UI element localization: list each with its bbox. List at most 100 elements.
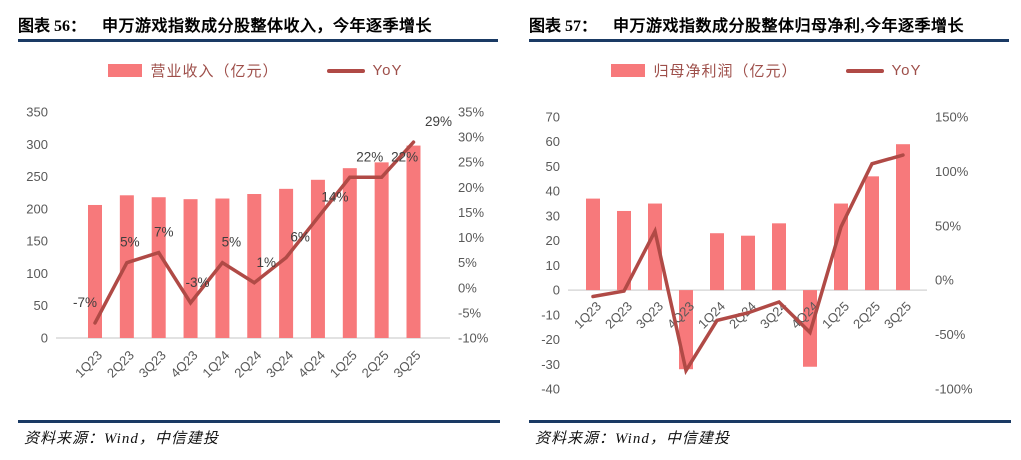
bar xyxy=(151,197,166,338)
figure-56-header: 图表 56： 申万游戏指数成分股整体收入，今年逐季增长 xyxy=(18,12,500,36)
svg-text:20%: 20% xyxy=(458,180,484,195)
svg-text:10: 10 xyxy=(546,258,560,273)
svg-text:-10: -10 xyxy=(541,307,560,322)
svg-text:0: 0 xyxy=(41,331,48,346)
svg-text:-30: -30 xyxy=(541,357,560,372)
legend-line-swatch-icon xyxy=(845,68,884,73)
legend-item-line: YoY xyxy=(326,62,403,79)
x-axis-labels: 1Q232Q233Q234Q231Q242Q243Q244Q241Q252Q25… xyxy=(72,348,424,381)
svg-text:60: 60 xyxy=(546,134,560,149)
x-tick-label: 1Q23 xyxy=(571,299,604,332)
bar xyxy=(279,188,294,338)
data-labels: -7% 5% 7% -3% 5% 1% 6% 14% 22% 22% 29% xyxy=(73,114,452,310)
bars xyxy=(586,144,910,370)
svg-text:100%: 100% xyxy=(935,164,969,179)
bar xyxy=(406,145,421,338)
svg-text:150%: 150% xyxy=(935,110,969,125)
source-note: 资料来源：Wind，中信建投 xyxy=(535,431,730,447)
figure-title: 申万游戏指数成分股整体归母净利,今年逐季增长 xyxy=(613,18,965,35)
yoy-line xyxy=(591,153,905,376)
yoy-data-label: -7% xyxy=(73,295,97,310)
net-profit-bar-line-chart: -40 -30 -20 -10 0 10 20 30 40 50 60 70 -100% -50% 0% 50… xyxy=(541,110,973,397)
y-axis-left: 0 50 100 150 200 250 300 350 xyxy=(26,105,48,346)
svg-text:30%: 30% xyxy=(458,130,484,145)
x-tick-label: 1Q25 xyxy=(819,299,852,332)
svg-text:15%: 15% xyxy=(458,205,484,220)
x-tick-label: 3Q25 xyxy=(881,299,914,332)
figure-label: 图表 56： xyxy=(18,18,87,35)
svg-text:-5%: -5% xyxy=(458,305,482,320)
x-tick-label: 3Q23 xyxy=(633,299,666,332)
svg-text:35%: 35% xyxy=(458,105,484,120)
svg-text:100: 100 xyxy=(26,266,48,281)
yoy-data-label: 22% xyxy=(391,149,418,164)
svg-text:50: 50 xyxy=(34,298,48,313)
bar xyxy=(865,176,879,291)
figure-label: 图表 57： xyxy=(529,18,598,35)
yoy-data-label: 7% xyxy=(154,225,174,240)
svg-text:-20: -20 xyxy=(541,332,560,347)
yoy-data-label: 22% xyxy=(356,149,383,164)
footer-divider xyxy=(18,420,500,423)
bars xyxy=(88,145,421,338)
yoy-data-label: 14% xyxy=(321,189,348,204)
legend-bar-label: 归母净利润（亿元） xyxy=(653,63,798,80)
svg-text:200: 200 xyxy=(26,201,48,216)
bar xyxy=(834,203,848,291)
svg-text:150: 150 xyxy=(26,234,48,249)
x-tick-label: 3Q24 xyxy=(263,348,296,381)
svg-text:-100%: -100% xyxy=(935,382,973,397)
legend-line-label: YoY xyxy=(891,62,922,79)
svg-text:50: 50 xyxy=(546,159,560,174)
x-tick-label: 2Q25 xyxy=(359,348,392,381)
yoy-data-label: 1% xyxy=(256,255,276,270)
legend-bar-swatch-icon xyxy=(107,64,142,77)
x-tick-label: 1Q25 xyxy=(327,348,360,381)
legend-bar-label: 营业收入（亿元） xyxy=(150,63,279,80)
x-tick-label: 4Q24 xyxy=(295,348,328,381)
legend-item-bar: 归母净利润（亿元） xyxy=(610,60,798,81)
x-tick-label: 2Q23 xyxy=(104,348,137,381)
x-tick-label: 2Q23 xyxy=(602,299,635,332)
figure-title: 申万游戏指数成分股整体收入，今年逐季增长 xyxy=(102,18,433,35)
title-underline xyxy=(18,39,498,42)
y-axis-left: -40 -30 -20 -10 0 10 20 30 40 50 60 70 xyxy=(541,110,560,397)
svg-text:250: 250 xyxy=(26,169,48,184)
svg-text:10%: 10% xyxy=(458,230,484,245)
svg-text:50%: 50% xyxy=(935,218,961,233)
bar xyxy=(617,210,631,291)
bar xyxy=(183,199,198,338)
figure-57-header: 图表 57： 申万游戏指数成分股整体归母净利,今年逐季增长 xyxy=(529,12,1011,36)
bar xyxy=(247,194,262,338)
yoy-data-label: -3% xyxy=(186,275,210,290)
legend-bar-swatch-icon xyxy=(610,64,645,77)
yoy-data-label: 5% xyxy=(120,235,140,250)
chart-legend: 归母净利润（亿元） YoY xyxy=(511,60,1021,81)
x-tick-label: 4Q23 xyxy=(168,348,201,381)
y-axis-right: -10% -5% 0% 5% 10% 15% 20% 25% 30% 35% xyxy=(458,105,489,346)
bar xyxy=(772,223,786,291)
svg-text:-50%: -50% xyxy=(935,327,966,342)
svg-text:0%: 0% xyxy=(935,273,954,288)
svg-text:-10%: -10% xyxy=(458,331,489,346)
bar xyxy=(374,162,389,338)
chart-legend: 营业收入（亿元） YoY xyxy=(0,60,510,81)
footer-divider xyxy=(529,420,1011,423)
svg-text:30: 30 xyxy=(546,208,560,223)
figure-56-panel: 图表 56： 申万游戏指数成分股整体收入，今年逐季增长 营业收入（亿元） YoY… xyxy=(0,0,510,460)
bar xyxy=(648,203,662,291)
title-underline xyxy=(529,39,1009,42)
svg-text:40: 40 xyxy=(546,184,560,199)
bar xyxy=(741,235,755,291)
svg-text:5%: 5% xyxy=(458,255,477,270)
svg-text:70: 70 xyxy=(546,110,560,125)
x-tick-label: 1Q24 xyxy=(199,348,232,381)
revenue-bar-line-chart: 0 50 100 150 200 250 300 350 -10% -5% 0% 5% 10% 15% 20… xyxy=(26,105,489,381)
bar xyxy=(119,195,134,338)
source-note: 资料来源：Wind，中信建投 xyxy=(24,431,219,447)
bar xyxy=(896,144,910,291)
svg-text:25%: 25% xyxy=(458,155,484,170)
svg-text:0%: 0% xyxy=(458,280,477,295)
bar xyxy=(215,198,230,338)
